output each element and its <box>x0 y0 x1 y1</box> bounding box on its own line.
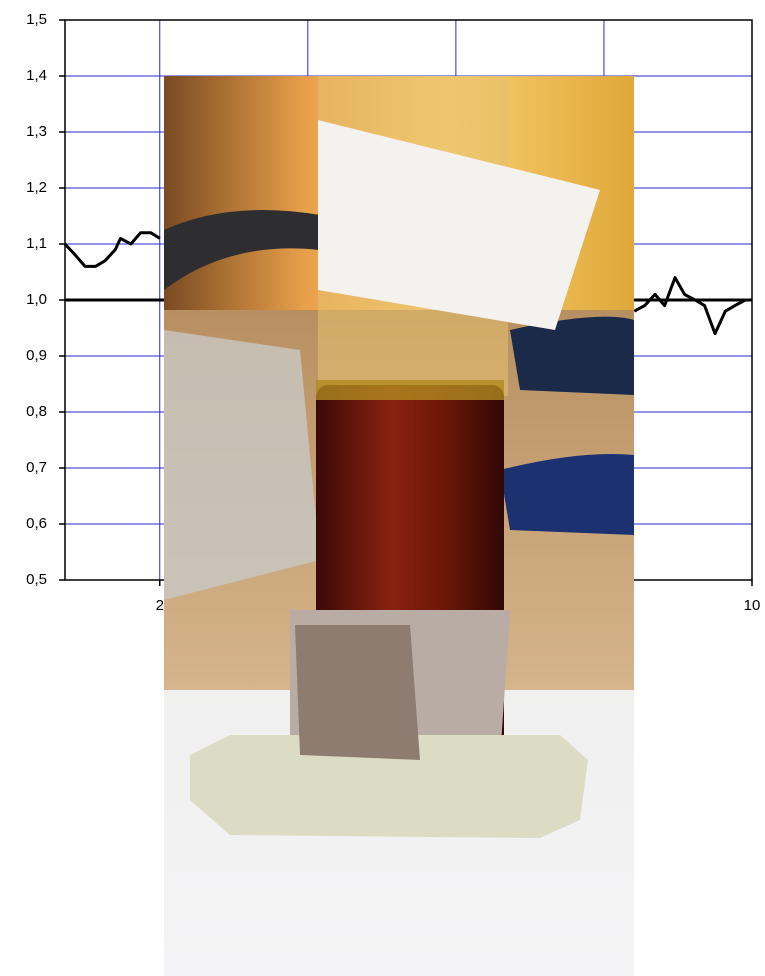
x-tick-label: 10 <box>744 597 761 614</box>
y-tick-label: 1,0 <box>26 291 47 308</box>
y-tick-label: 0,8 <box>26 403 47 420</box>
y-tick-label: 1,5 <box>26 11 47 28</box>
chart: 0,50,60,70,80,91,01,11,21,31,41,5246810 <box>0 0 765 976</box>
y-tick-label: 1,1 <box>26 235 47 252</box>
y-tick-label: 1,4 <box>26 67 47 84</box>
y-tick-label: 0,7 <box>26 459 47 476</box>
photo <box>164 76 634 976</box>
y-tick-label: 0,9 <box>26 347 47 364</box>
x-tick-label: 2 <box>156 597 164 614</box>
y-tick-label: 1,2 <box>26 179 47 196</box>
y-tick-label: 0,5 <box>26 571 47 588</box>
y-tick-label: 0,6 <box>26 515 47 532</box>
y-tick-label: 1,3 <box>26 123 47 140</box>
page: 0,50,60,70,80,91,01,11,21,31,41,5246810 … <box>0 0 765 976</box>
